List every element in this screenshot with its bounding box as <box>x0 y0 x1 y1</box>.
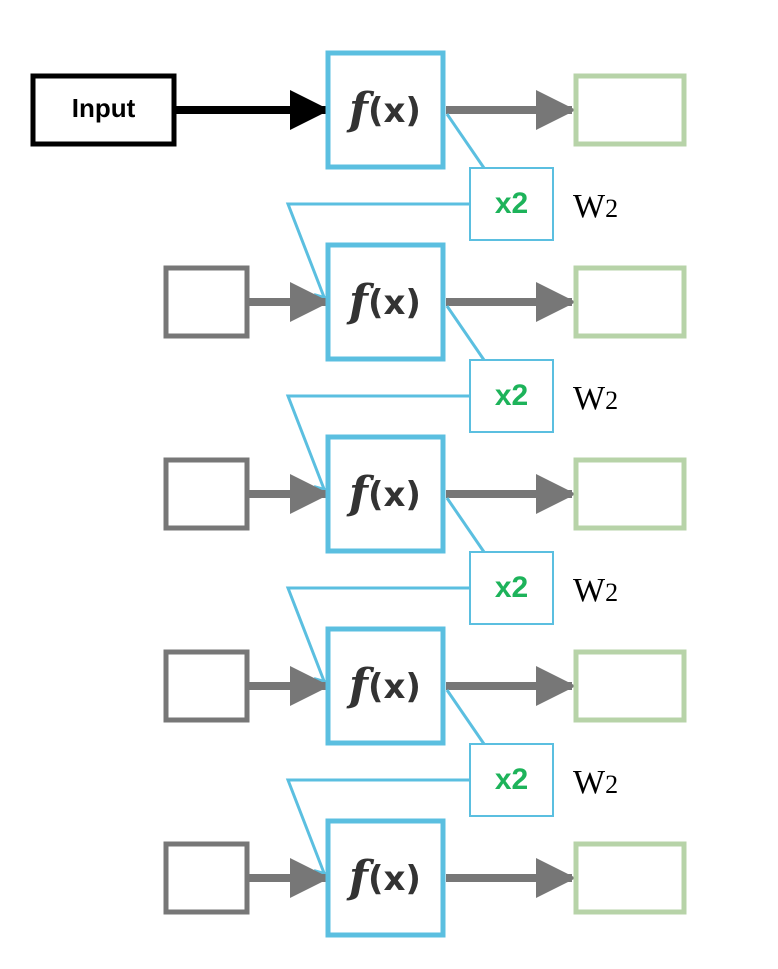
stage: f(x) x2 W2 <box>163 242 687 499</box>
function-argument: (x) <box>368 283 421 323</box>
feedback-line <box>285 778 470 874</box>
multiplier-label: x2 <box>495 379 528 412</box>
multiplier-box <box>469 167 554 241</box>
weight-subscript: 2 <box>605 386 618 415</box>
stage: f(x) x2 W2 <box>163 434 687 691</box>
stage: f(x) x2 W2 <box>163 626 687 883</box>
weight-subscript: 2 <box>605 194 618 223</box>
function-argument: (x) <box>368 859 421 899</box>
function-box <box>325 242 446 362</box>
weight-symbol: W <box>573 188 606 225</box>
empty-input-box <box>163 841 250 915</box>
input-label: Input <box>72 93 136 123</box>
weight-symbol: W <box>573 380 606 417</box>
multiplier-box <box>469 743 554 817</box>
multiplier-label: x2 <box>495 763 528 796</box>
weight-label: W2 <box>573 764 618 801</box>
output-box <box>573 73 687 147</box>
feedback-line <box>445 497 486 553</box>
feedback-line <box>445 689 486 745</box>
empty-input-box <box>163 265 250 339</box>
function-box <box>325 818 446 938</box>
output-box <box>573 841 687 915</box>
function-argument: (x) <box>368 475 421 515</box>
weight-symbol: W <box>573 764 606 801</box>
multiplier-box <box>469 359 554 433</box>
weight-symbol: W <box>573 572 606 609</box>
output-box <box>573 457 687 531</box>
function-label: f(x) <box>346 468 421 519</box>
empty-input-box <box>163 457 250 531</box>
input-box <box>30 73 177 147</box>
empty-input-box <box>163 649 250 723</box>
stage: f(x) <box>163 818 687 938</box>
output-box <box>573 265 687 339</box>
stage: f(x) x2 W2 <box>285 50 687 307</box>
multiplier-box <box>469 551 554 625</box>
function-box <box>325 50 446 170</box>
function-box <box>325 626 446 746</box>
feedback-line <box>285 586 470 682</box>
multiplier-label: x2 <box>495 187 528 220</box>
function-label: f(x) <box>346 84 421 135</box>
function-label: f(x) <box>346 660 421 711</box>
function-box <box>325 434 446 554</box>
output-box <box>573 649 687 723</box>
weight-label: W2 <box>573 380 618 417</box>
weight-subscript: 2 <box>605 578 618 607</box>
stages: f(x)x2 W2f(x)x2 W2f(x)x2 W2f(x)x2 W2f(x) <box>163 50 687 938</box>
feedback-line <box>445 305 486 361</box>
feedback-line <box>445 113 486 169</box>
feedback-line <box>285 202 470 298</box>
function-argument: (x) <box>368 91 421 131</box>
feedback-line <box>285 394 470 490</box>
multiplier-label: x2 <box>495 571 528 604</box>
weight-label: W2 <box>573 188 618 225</box>
function-label: f(x) <box>346 276 421 327</box>
input-block: Input <box>30 73 330 147</box>
weight-subscript: 2 <box>605 770 618 799</box>
function-argument: (x) <box>368 667 421 707</box>
weight-label: W2 <box>573 572 618 609</box>
function-label: f(x) <box>346 852 421 903</box>
